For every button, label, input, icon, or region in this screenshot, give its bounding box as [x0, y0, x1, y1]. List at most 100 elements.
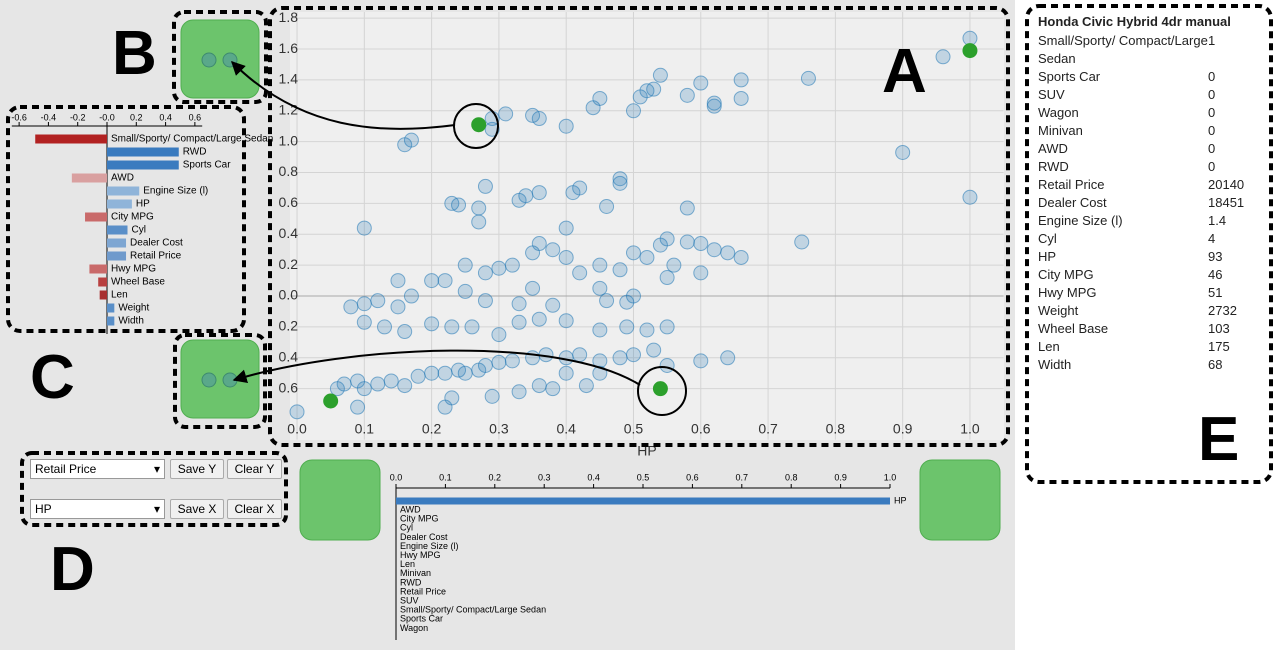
point	[477, 293, 493, 309]
drop-box-left[interactable]	[299, 459, 381, 541]
point	[531, 185, 547, 201]
x-tick-label: 0.1	[355, 421, 375, 437]
drop-box-right[interactable]	[919, 459, 1001, 541]
label-e: E	[1198, 405, 1240, 474]
bar	[107, 238, 127, 248]
y-tick-label: 0.2	[279, 256, 299, 272]
bar-label: Small/Sporty/ Compact/Large Sedan	[400, 605, 546, 615]
point	[962, 189, 978, 205]
point	[437, 365, 453, 381]
point	[504, 353, 520, 369]
button[interactable]: Save X	[170, 499, 224, 519]
button[interactable]: Save Y	[170, 459, 224, 479]
frame-b	[172, 10, 268, 104]
bar	[107, 186, 140, 196]
x-tick-label: 0.3	[489, 421, 509, 437]
point	[572, 347, 588, 363]
details-title: Honda Civic Hybrid 4dr manual	[1038, 14, 1231, 29]
details-row: City MPG 46	[1038, 266, 1263, 284]
point	[451, 197, 467, 213]
point	[511, 384, 527, 400]
details-key: Dealer Cost	[1038, 195, 1107, 210]
bar	[107, 160, 179, 170]
details-row: RWD 0	[1038, 158, 1263, 176]
bar-label: Cyl	[400, 523, 413, 533]
point	[403, 132, 419, 148]
bar-label: Retail Price	[400, 586, 446, 596]
bar-label: Len	[400, 559, 415, 569]
point	[612, 262, 628, 278]
x-tick-label: 0.6	[691, 421, 711, 437]
bar	[107, 251, 127, 261]
point	[444, 319, 460, 335]
details-value: 18451	[1208, 195, 1245, 210]
y-select[interactable]: Retail Price	[30, 459, 165, 479]
bar-label: Len	[111, 290, 128, 301]
bar	[89, 264, 107, 274]
details-key: AWD	[1038, 141, 1068, 156]
point	[356, 314, 372, 330]
y-tick-label: 0.2	[279, 318, 299, 334]
bar-label: AWD	[400, 504, 421, 514]
y-tick-label: 1.6	[279, 40, 299, 56]
point	[639, 322, 655, 338]
y-tick-label: 0.6	[279, 194, 299, 210]
point	[437, 273, 453, 289]
details-value: 1.4	[1208, 213, 1227, 228]
details-key: Cyl	[1038, 231, 1057, 246]
x-tick-label: 0.2	[422, 421, 442, 437]
button[interactable]: Clear X	[227, 499, 282, 519]
point	[343, 299, 359, 315]
point	[646, 342, 662, 358]
point	[457, 283, 473, 299]
point	[733, 90, 749, 106]
bar-label: Engine Size (l)	[400, 541, 459, 551]
point	[659, 358, 675, 374]
drop-box-top[interactable]	[180, 19, 260, 99]
point	[639, 249, 655, 265]
point	[525, 280, 541, 296]
point	[545, 242, 561, 258]
x-tick-label: -0.4	[41, 112, 57, 122]
bar-label: RWD	[183, 147, 207, 158]
x-tick-label: -0.6	[11, 112, 27, 122]
point	[356, 296, 372, 312]
point	[377, 319, 393, 335]
details-key: Small/Sporty/ Compact/Large Sedan	[1038, 33, 1208, 66]
x-tick-label: 0.7	[758, 421, 778, 437]
drop-box-bottom[interactable]	[180, 339, 260, 419]
details-row: Wagon 0	[1038, 104, 1263, 122]
bar-label: Weight	[118, 303, 149, 314]
point	[511, 296, 527, 312]
bar	[107, 147, 179, 157]
details-value: 175	[1208, 339, 1230, 354]
point	[484, 121, 500, 137]
bar	[107, 316, 115, 326]
point	[471, 214, 487, 230]
point	[471, 200, 487, 216]
point	[572, 265, 588, 281]
details-row: Cyl 4	[1038, 230, 1263, 248]
button[interactable]: Clear Y	[227, 459, 282, 479]
point	[693, 75, 709, 91]
bar	[85, 212, 107, 222]
label-d: D	[50, 535, 95, 604]
point	[390, 273, 406, 289]
point	[323, 393, 339, 409]
y-tick-label: 0.8	[279, 163, 299, 179]
point	[477, 358, 493, 374]
x-select[interactable]: HP	[30, 499, 165, 519]
point	[558, 313, 574, 329]
frame-c	[6, 105, 246, 333]
x-tick-label: 0.8	[785, 472, 798, 482]
point	[693, 353, 709, 369]
point	[390, 299, 406, 315]
point	[706, 242, 722, 258]
point	[679, 87, 695, 103]
x-tick-label: 0.8	[826, 421, 846, 437]
point	[794, 234, 810, 250]
details-row: Dealer Cost 18451	[1038, 194, 1263, 212]
point	[599, 293, 615, 309]
details-value: 1	[1208, 33, 1216, 48]
highlight-circle	[637, 366, 687, 416]
